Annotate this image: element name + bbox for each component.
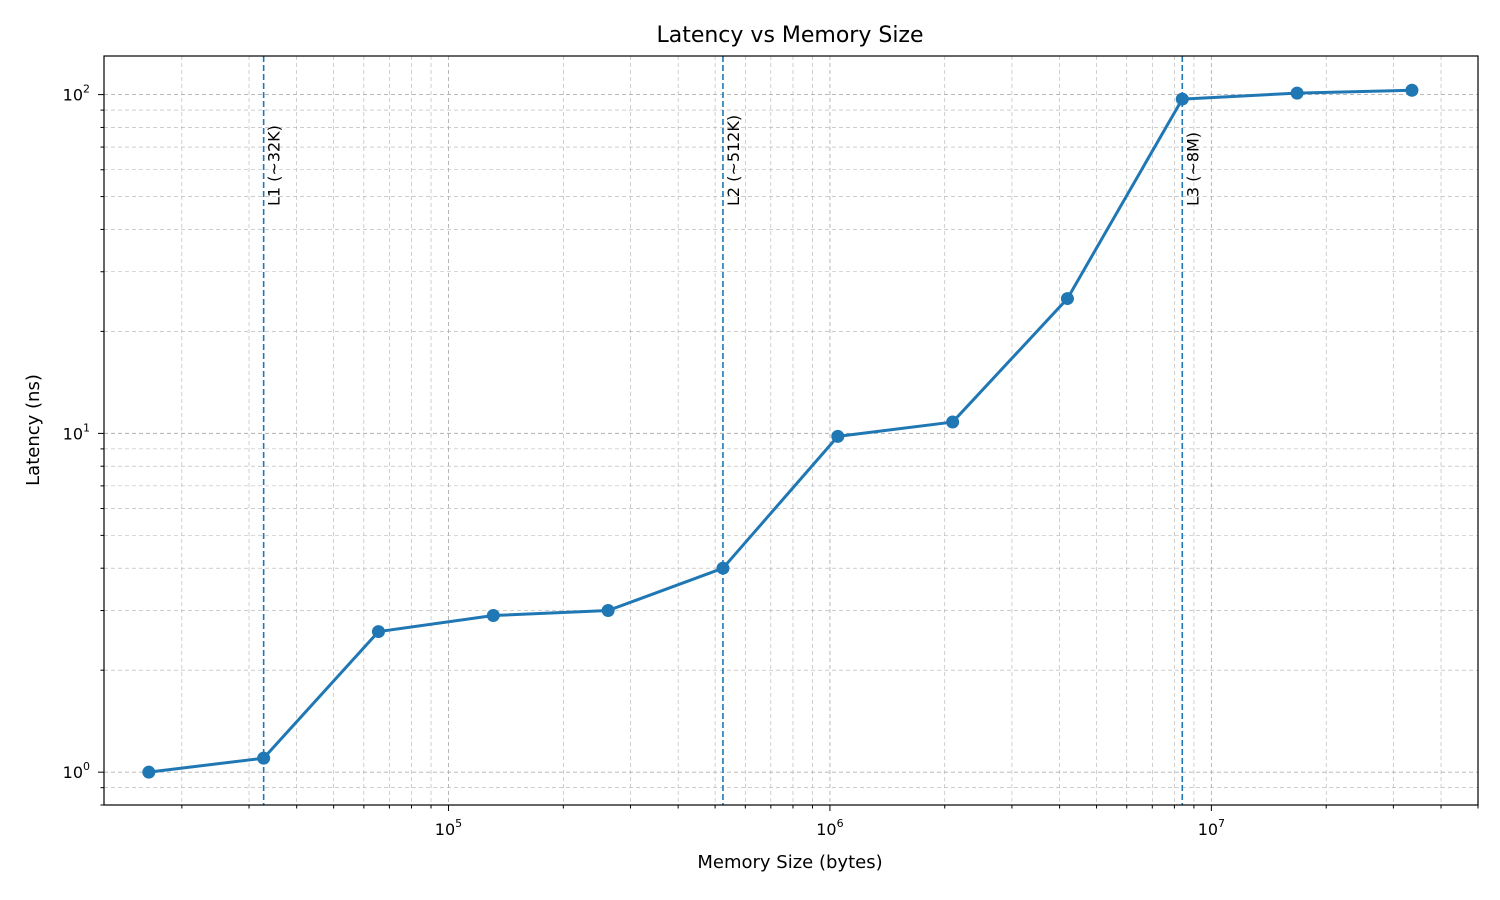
y-tick-label: 102 [63, 83, 90, 105]
plot-frame [103, 55, 1479, 806]
data-point [946, 415, 960, 429]
data-point [1290, 86, 1304, 100]
major-grid [104, 56, 1478, 805]
cache-boundary-lines: L1 (~32K) L2 (~512K) L3 (~8M) [262, 56, 1202, 805]
x-tick-label: 107 [1198, 817, 1225, 839]
y-tick-label: 101 [63, 421, 90, 443]
cache-boundary-label: L2 (~512K) [724, 115, 743, 206]
x-axis-label: Memory Size (bytes) [697, 852, 882, 873]
series-layer [142, 83, 1419, 779]
axis-ticks: 105 106 107 100 101 102 [63, 83, 1479, 839]
x-tick-label: 106 [816, 817, 843, 839]
y-tick-label: 100 [63, 760, 90, 782]
data-point [601, 604, 615, 618]
data-point [716, 561, 730, 575]
data-point [371, 625, 385, 639]
data-point [142, 765, 156, 779]
data-point [1060, 292, 1074, 306]
data-point [1175, 92, 1189, 106]
cache-boundary-label: L1 (~32K) [265, 125, 284, 206]
data-point [1405, 83, 1419, 97]
data-point [831, 429, 845, 443]
cache-boundary-label: L3 (~8M) [1183, 132, 1202, 206]
minor-grid [104, 56, 1479, 806]
y-axis-label: Latency (ns) [23, 374, 44, 486]
x-tick-label: 105 [435, 817, 462, 839]
data-point [486, 609, 500, 623]
series-line [148, 88, 1412, 774]
data-point [257, 751, 271, 765]
chart-title: Latency vs Memory Size [656, 23, 923, 48]
